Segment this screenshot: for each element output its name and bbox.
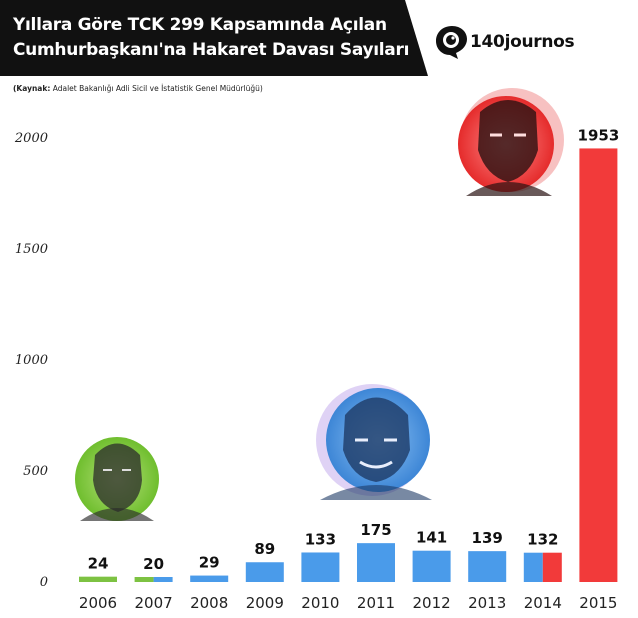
chart-title-line2: Cumhurbaşkanı'na Hakaret Davası Sayıları bbox=[13, 40, 410, 60]
y-tick-label-1500: 1500 bbox=[15, 242, 48, 257]
brand-name: 140journos bbox=[470, 32, 575, 52]
x-axis-ticks: 2006 2007 2008 2009 2010 2011 2012 2013 2014 2015 bbox=[79, 594, 618, 612]
y-tick-label-500: 500 bbox=[23, 464, 48, 479]
x-tick-label-2012: 2012 bbox=[413, 594, 451, 612]
source-text: Adalet Bakanlığı Adli Sicil ve İstatisti… bbox=[50, 84, 263, 93]
bar-2006 bbox=[79, 576, 117, 582]
bar-2011-segment-0 bbox=[357, 543, 395, 582]
y-tick-label-1000: 1000 bbox=[15, 353, 48, 368]
bars bbox=[79, 148, 618, 582]
bar-2013-segment-0 bbox=[468, 551, 507, 582]
bar-2014 bbox=[523, 552, 562, 582]
x-tick-label-2014: 2014 bbox=[524, 594, 562, 612]
value-label-2010: 133 bbox=[305, 530, 336, 548]
value-label-2012: 141 bbox=[416, 529, 447, 547]
bar-2014-segment-1 bbox=[542, 552, 562, 582]
bar-2007 bbox=[134, 577, 173, 582]
value-label-2015: 1953 bbox=[578, 126, 620, 144]
bar-2009-segment-0 bbox=[245, 562, 284, 582]
bar-2010-segment-0 bbox=[301, 552, 340, 582]
bar-2015 bbox=[579, 148, 618, 582]
source-note: (Kaynak: Adalet Bakanlığı Adli Sicil ve … bbox=[13, 84, 263, 93]
bar-2007-segment-0 bbox=[134, 577, 154, 582]
bar-2008-segment-0 bbox=[190, 575, 229, 582]
x-tick-label-2009: 2009 bbox=[246, 594, 284, 612]
bar-2012 bbox=[412, 550, 451, 582]
bar-2006-segment-0 bbox=[79, 576, 117, 582]
value-label-2009: 89 bbox=[254, 540, 275, 558]
portrait-red bbox=[458, 88, 564, 196]
bar-2007-segment-1 bbox=[153, 577, 173, 582]
value-label-2006: 24 bbox=[88, 555, 109, 573]
x-tick-label-2011: 2011 bbox=[357, 594, 395, 612]
y-tick-label-0: 0 bbox=[40, 575, 48, 590]
value-labels: 24 20 29 89 133 175 141 139 132 1953 bbox=[88, 126, 620, 573]
x-tick-label-2007: 2007 bbox=[135, 594, 173, 612]
value-label-2013: 139 bbox=[472, 529, 503, 547]
x-tick-label-2008: 2008 bbox=[190, 594, 228, 612]
bar-2012-segment-0 bbox=[412, 550, 451, 582]
bar-2013 bbox=[468, 551, 507, 582]
chart-title-line1: Yıllara Göre TCK 299 Kapsamında Açılan bbox=[13, 15, 387, 35]
bar-2010 bbox=[301, 552, 340, 582]
bar-2009 bbox=[245, 562, 284, 582]
x-tick-label-2010: 2010 bbox=[301, 594, 339, 612]
value-label-2007: 20 bbox=[143, 555, 164, 573]
bar-2014-segment-0 bbox=[523, 552, 543, 582]
y-tick-label-2000: 2000 bbox=[14, 131, 48, 146]
bar-2011 bbox=[357, 543, 395, 582]
x-tick-label-2013: 2013 bbox=[468, 594, 506, 612]
y-axis-ticks: 0 500 1000 1500 2000 bbox=[14, 131, 48, 590]
portrait-blue bbox=[316, 384, 432, 500]
value-label-2011: 175 bbox=[360, 521, 391, 539]
portrait-green bbox=[75, 437, 159, 521]
x-tick-label-2015: 2015 bbox=[579, 594, 617, 612]
camera-eye-icon bbox=[436, 26, 467, 59]
bar-2008 bbox=[190, 575, 229, 582]
value-label-2008: 29 bbox=[199, 554, 220, 572]
bar-2015-segment-0 bbox=[579, 148, 618, 582]
title-banner: Yıllara Göre TCK 299 Kapsamında Açılan C… bbox=[0, 0, 428, 76]
x-tick-label-2006: 2006 bbox=[79, 594, 117, 612]
title-banner-bg bbox=[0, 0, 428, 76]
source-prefix: (Kaynak: bbox=[13, 84, 51, 93]
value-label-2014: 132 bbox=[527, 531, 558, 549]
